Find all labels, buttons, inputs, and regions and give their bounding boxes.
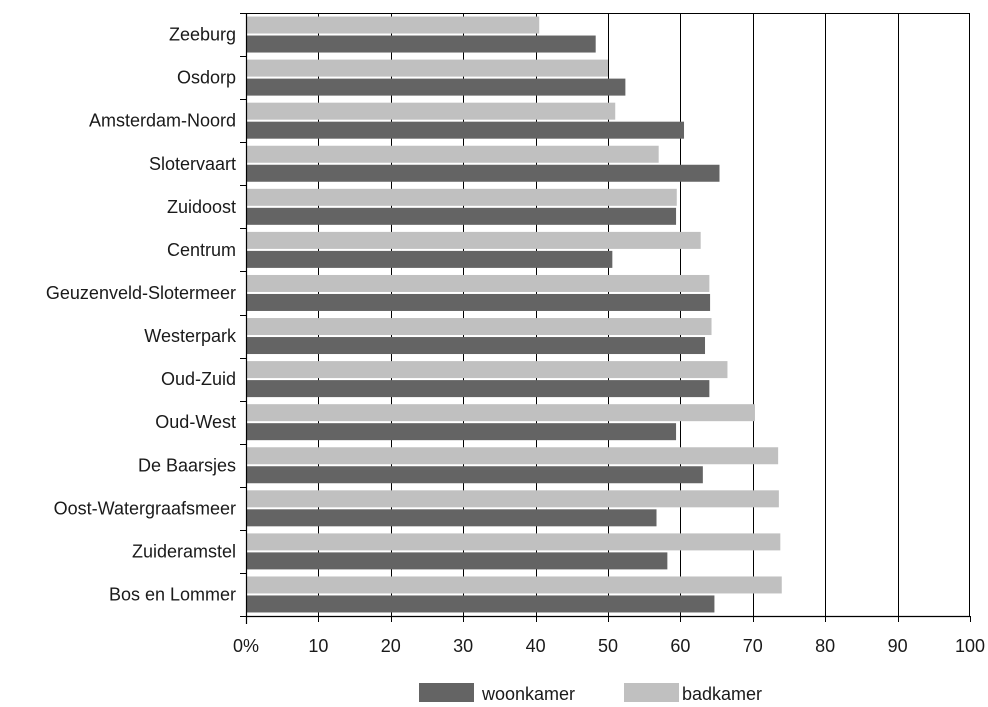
bar-woonkamer bbox=[246, 509, 657, 527]
x-tick-label: 70 bbox=[743, 636, 763, 656]
x-tick-label: 60 bbox=[670, 636, 690, 656]
bar-woonkamer bbox=[246, 337, 706, 355]
bar-woonkamer bbox=[246, 164, 720, 182]
category-label: Oost-Watergraafsmeer bbox=[54, 498, 236, 518]
bar-badkamer bbox=[246, 59, 608, 77]
x-tick-label: 0% bbox=[233, 636, 259, 656]
bar-badkamer bbox=[246, 447, 779, 465]
x-tick-label: 100 bbox=[955, 636, 985, 656]
bar-badkamer bbox=[246, 145, 659, 163]
category-label: Zeeburg bbox=[169, 25, 236, 45]
legend-label-badkamer: badkamer bbox=[682, 684, 762, 702]
legend: woonkamer badkamer bbox=[419, 683, 762, 704]
bar-badkamer bbox=[246, 102, 616, 120]
bar-badkamer bbox=[246, 16, 540, 34]
category-label: Bos en Lommer bbox=[109, 584, 236, 604]
bar-woonkamer bbox=[246, 595, 715, 613]
bar-woonkamer bbox=[246, 380, 710, 398]
category-labels: Zeeburg Osdorp Amsterdam-Noord Slotervaart Z… bbox=[46, 25, 237, 605]
bar-badkamer bbox=[246, 404, 755, 422]
bar-badkamer bbox=[246, 533, 781, 551]
category-label: Zuideramstel bbox=[132, 541, 236, 561]
category-label: Geuzenveld-Slotermeer bbox=[46, 283, 236, 303]
category-label: Oud-West bbox=[155, 412, 236, 432]
category-label: Slotervaart bbox=[149, 154, 236, 174]
x-tick-labels: 0% 10 20 30 40 50 60 70 80 90 100 bbox=[233, 636, 985, 656]
category-label: De Baarsjes bbox=[138, 455, 236, 475]
legend-swatch-woonkamer bbox=[419, 683, 474, 702]
legend-label-woonkamer: woonkamer bbox=[481, 684, 575, 702]
x-tick-label: 90 bbox=[888, 636, 908, 656]
bar-woonkamer bbox=[246, 35, 596, 53]
bar-woonkamer bbox=[246, 78, 626, 96]
legend-swatch-badkamer bbox=[624, 683, 679, 702]
bar-woonkamer bbox=[246, 293, 711, 311]
bar-woonkamer bbox=[246, 466, 703, 484]
category-label: Amsterdam-Noord bbox=[89, 111, 236, 131]
category-label: Westerpark bbox=[144, 326, 237, 346]
bar-badkamer bbox=[246, 490, 779, 508]
bar-woonkamer bbox=[246, 423, 677, 441]
category-label: Oud-Zuid bbox=[161, 369, 236, 389]
bar-woonkamer bbox=[246, 121, 685, 139]
category-label: Centrum bbox=[167, 240, 236, 260]
bar-woonkamer bbox=[246, 207, 677, 225]
x-tick-label: 80 bbox=[815, 636, 835, 656]
x-tick-label: 10 bbox=[308, 636, 328, 656]
bar-badkamer bbox=[246, 318, 712, 336]
frame-layer bbox=[240, 13, 971, 624]
bar-badkamer bbox=[246, 576, 782, 594]
x-tick-label: 50 bbox=[598, 636, 618, 656]
x-tick-label: 40 bbox=[526, 636, 546, 656]
bar-layer bbox=[246, 16, 782, 613]
bar-badkamer bbox=[246, 361, 728, 379]
bar-woonkamer bbox=[246, 250, 613, 268]
x-tick-label: 20 bbox=[381, 636, 401, 656]
category-label: Osdorp bbox=[177, 68, 236, 88]
bar-woonkamer bbox=[246, 552, 668, 570]
category-label: Zuidoost bbox=[167, 197, 236, 217]
bar-badkamer bbox=[246, 231, 701, 249]
bar-badkamer bbox=[246, 274, 710, 292]
x-tick-label: 30 bbox=[453, 636, 473, 656]
bar-badkamer bbox=[246, 188, 677, 206]
